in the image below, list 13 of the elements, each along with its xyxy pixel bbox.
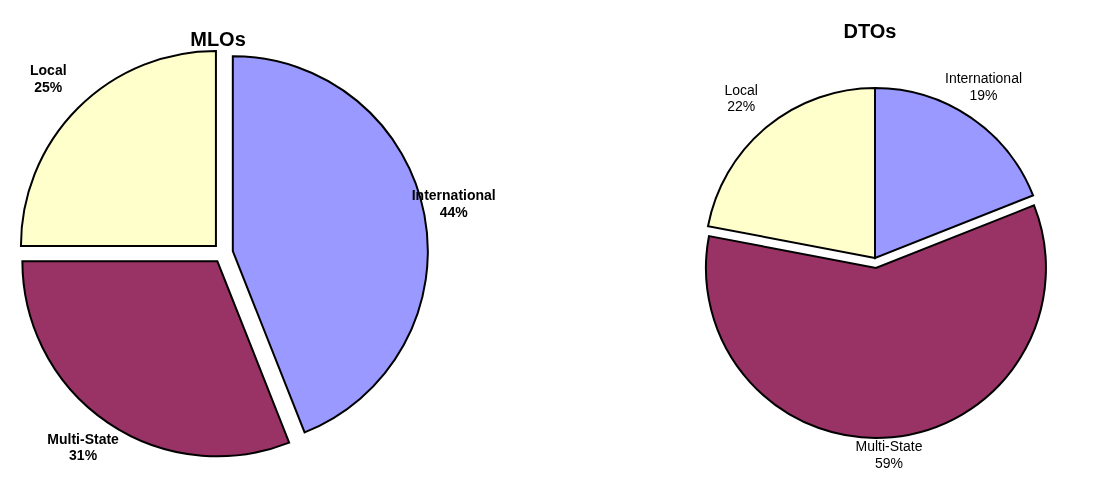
slice-label: Local xyxy=(30,62,67,79)
data-label: 25% xyxy=(34,79,63,96)
slice-label: Local xyxy=(724,81,758,98)
data-label: 31% xyxy=(69,447,98,464)
chart-title: MLOs xyxy=(190,28,246,50)
slice-label: Multi-State xyxy=(855,438,923,455)
data-label: 44% xyxy=(439,204,469,221)
slice-label: International xyxy=(945,70,1023,87)
chart-title: DTOs xyxy=(843,20,897,42)
data-label: 22% xyxy=(727,98,756,115)
slice-label: Multi-State xyxy=(47,430,120,447)
data-label: 59% xyxy=(874,455,904,472)
data-label: 19% xyxy=(969,86,998,103)
